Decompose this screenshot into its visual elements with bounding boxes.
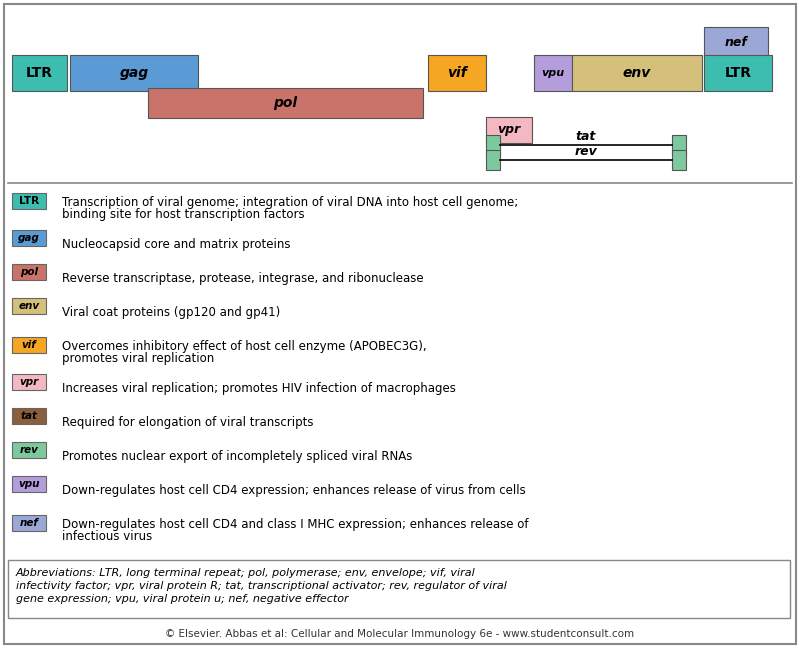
Text: vpr: vpr [498, 124, 521, 137]
FancyBboxPatch shape [12, 264, 46, 280]
Text: pol: pol [20, 267, 38, 277]
FancyBboxPatch shape [148, 88, 423, 118]
FancyBboxPatch shape [704, 27, 768, 57]
Text: pol: pol [274, 96, 298, 110]
FancyBboxPatch shape [486, 117, 532, 143]
Text: Reverse transcriptase, protease, integrase, and ribonuclease: Reverse transcriptase, protease, integra… [62, 272, 424, 285]
FancyBboxPatch shape [70, 55, 198, 91]
FancyBboxPatch shape [672, 135, 686, 155]
Text: binding site for host transcription factors: binding site for host transcription fact… [62, 208, 305, 221]
FancyBboxPatch shape [672, 150, 686, 170]
Text: gag: gag [18, 233, 40, 243]
Text: LTR: LTR [725, 66, 751, 80]
Text: nef: nef [725, 36, 747, 49]
FancyBboxPatch shape [12, 298, 46, 314]
FancyBboxPatch shape [534, 55, 572, 91]
Text: vpr: vpr [19, 377, 38, 387]
Text: nef: nef [19, 518, 38, 527]
Text: infectivity factor; vpr, viral protein R; tat, transcriptional activator; rev, r: infectivity factor; vpr, viral protein R… [16, 581, 507, 591]
Text: Increases viral replication; promotes HIV infection of macrophages: Increases viral replication; promotes HI… [62, 382, 456, 395]
FancyBboxPatch shape [12, 336, 46, 353]
Text: Transcription of viral genome; integration of viral DNA into host cell genome;: Transcription of viral genome; integrati… [62, 196, 518, 209]
Text: Down-regulates host cell CD4 and class I MHC expression; enhances release of: Down-regulates host cell CD4 and class I… [62, 518, 529, 531]
Text: promotes viral replication: promotes viral replication [62, 352, 214, 365]
FancyBboxPatch shape [486, 150, 500, 170]
Text: tat: tat [576, 130, 596, 143]
Text: Nucleocapsid core and matrix proteins: Nucleocapsid core and matrix proteins [62, 238, 290, 251]
Text: vpu: vpu [542, 68, 565, 78]
FancyBboxPatch shape [486, 135, 500, 155]
Text: vpu: vpu [18, 479, 40, 489]
FancyBboxPatch shape [12, 476, 46, 492]
FancyBboxPatch shape [12, 230, 46, 246]
Text: Overcomes inhibitory effect of host cell enzyme (APOBEC3G),: Overcomes inhibitory effect of host cell… [62, 340, 426, 353]
FancyBboxPatch shape [12, 442, 46, 458]
Text: vif: vif [22, 340, 36, 349]
Text: © Elsevier. Abbas et al: Cellular and Molecular Immunology 6e - www.studentconsu: © Elsevier. Abbas et al: Cellular and Mo… [166, 629, 634, 639]
FancyBboxPatch shape [12, 408, 46, 424]
FancyBboxPatch shape [12, 515, 46, 531]
FancyBboxPatch shape [12, 55, 67, 91]
Text: gag: gag [119, 66, 149, 80]
FancyBboxPatch shape [8, 560, 790, 618]
Text: Viral coat proteins (gp120 and gp41): Viral coat proteins (gp120 and gp41) [62, 306, 280, 319]
Text: gene expression; vpu, viral protein u; nef, negative effector: gene expression; vpu, viral protein u; n… [16, 594, 349, 604]
FancyBboxPatch shape [12, 192, 46, 209]
Text: LTR: LTR [19, 196, 39, 205]
Text: env: env [623, 66, 651, 80]
Text: tat: tat [21, 411, 38, 421]
Text: Promotes nuclear export of incompletely spliced viral RNAs: Promotes nuclear export of incompletely … [62, 450, 412, 463]
FancyBboxPatch shape [572, 55, 702, 91]
Text: vif: vif [447, 66, 467, 80]
FancyBboxPatch shape [428, 55, 486, 91]
Text: env: env [18, 301, 39, 311]
FancyBboxPatch shape [704, 55, 772, 91]
Text: LTR: LTR [26, 66, 53, 80]
Text: Required for elongation of viral transcripts: Required for elongation of viral transcr… [62, 416, 314, 429]
Text: Down-regulates host cell CD4 expression; enhances release of virus from cells: Down-regulates host cell CD4 expression;… [62, 484, 526, 497]
Text: Abbreviations: LTR, long terminal repeat; pol, polymerase; env, envelope; vif, v: Abbreviations: LTR, long terminal repeat… [16, 568, 476, 578]
FancyBboxPatch shape [12, 374, 46, 390]
Text: rev: rev [574, 145, 598, 158]
Text: rev: rev [19, 445, 38, 455]
Text: infectious virus: infectious virus [62, 530, 152, 543]
